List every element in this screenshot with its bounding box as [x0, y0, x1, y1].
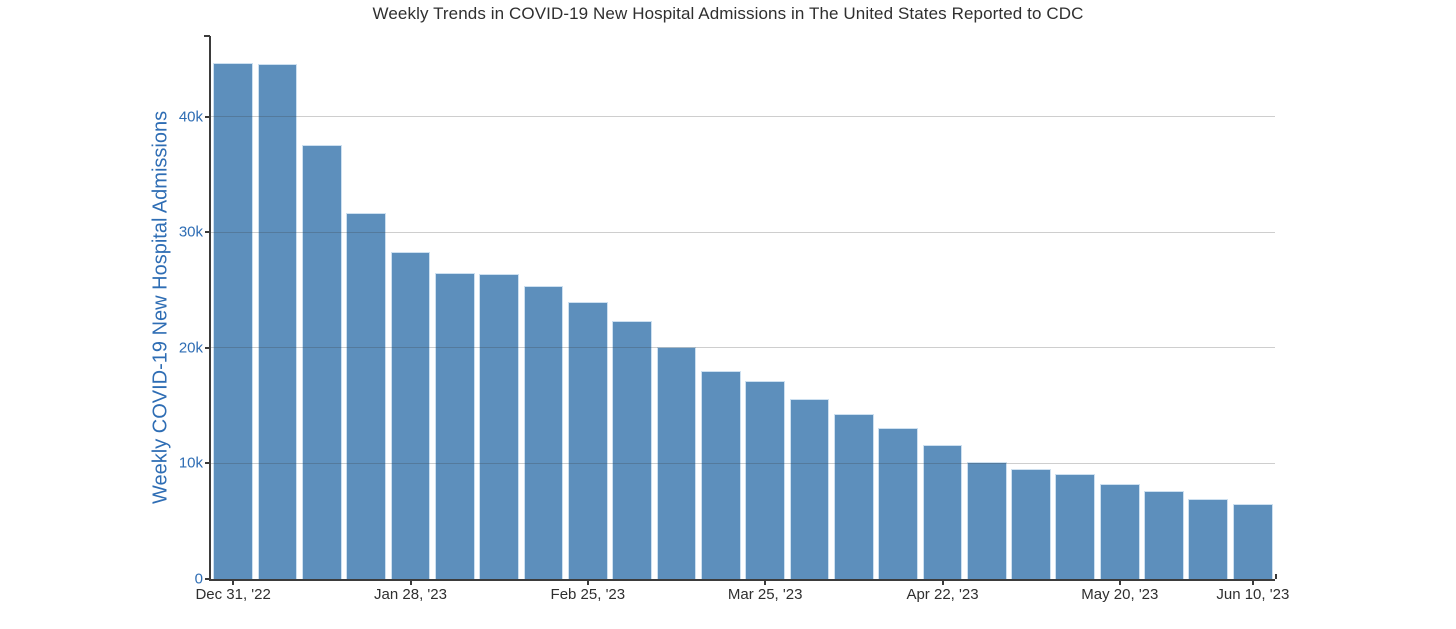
bar-cell	[1009, 36, 1053, 579]
bar-cell	[344, 36, 388, 579]
bar-Apr 8, '23[interactable]	[833, 413, 874, 579]
bar-cell	[699, 36, 743, 579]
bar-Mar 4, '23[interactable]	[612, 321, 653, 579]
x-tick-label: Feb 25, '23	[550, 586, 626, 603]
y-tick-mark	[205, 231, 210, 234]
bar-cell	[255, 36, 299, 579]
bar-Apr 15, '23[interactable]	[878, 427, 918, 579]
bar-Feb 18, '23[interactable]	[523, 285, 564, 579]
x-tick-label: Dec 31, '22	[195, 586, 271, 603]
x-tick-mark	[1251, 581, 1254, 585]
bar-Apr 1, '23[interactable]	[789, 398, 830, 579]
x-tick-label: Mar 25, '23	[727, 586, 803, 603]
x-tick-label: Jun 10, '23	[1216, 586, 1290, 603]
x-tick-mark	[232, 581, 235, 585]
bar-cell	[1186, 36, 1230, 579]
bar-Jun 3, '23[interactable]	[1188, 499, 1229, 579]
y-tick-mark	[205, 346, 210, 349]
x-tick-label: Jan 28, '23	[374, 586, 447, 603]
bar-Apr 22, '23[interactable]	[922, 444, 963, 579]
bar-cell	[1231, 36, 1275, 579]
bar-Jun 10, '23[interactable]	[1232, 503, 1273, 579]
y-tick-label: 30k	[178, 223, 203, 241]
bar-cell	[965, 36, 1009, 579]
bar-cell	[1142, 36, 1186, 579]
bar-cell	[566, 36, 610, 579]
y-tick-mark	[205, 578, 210, 580]
y-tick-mark	[205, 462, 210, 465]
bar-May 13, '23[interactable]	[1055, 473, 1096, 579]
x-tick-mark	[1118, 581, 1121, 585]
bar-cell	[477, 36, 521, 579]
bar-cell	[876, 36, 920, 579]
bar-cell	[743, 36, 787, 579]
bar-May 6, '23[interactable]	[1011, 469, 1051, 579]
bar-Dec 31, '22[interactable]	[213, 62, 254, 579]
bar-May 27, '23[interactable]	[1144, 491, 1184, 579]
y-tick-label: 20k	[178, 339, 203, 357]
bar-Jan 21, '23[interactable]	[346, 212, 387, 579]
bar-cell	[433, 36, 477, 579]
bar-May 20, '23[interactable]	[1099, 484, 1140, 579]
bar-cell	[300, 36, 344, 579]
bar-Jan 14, '23[interactable]	[301, 144, 342, 579]
bar-series	[211, 36, 1275, 579]
bar-Feb 4, '23[interactable]	[434, 272, 475, 579]
bar-cell	[521, 36, 565, 579]
y-tick-mark	[205, 115, 210, 118]
y-tick-label: 0	[194, 570, 203, 588]
bar-Feb 25, '23[interactable]	[567, 301, 608, 579]
x-tick-mark	[586, 581, 589, 585]
y-tick-label: 10k	[178, 454, 203, 472]
bar-Jan 7, '23[interactable]	[257, 63, 298, 579]
y-axis-end-cap	[204, 35, 210, 37]
x-tick-mark	[409, 581, 412, 585]
bar-cell	[920, 36, 964, 579]
bar-cell	[1053, 36, 1097, 579]
x-axis-end-cap	[1275, 574, 1277, 579]
x-tick-mark	[764, 581, 767, 585]
bar-Jan 28, '23[interactable]	[390, 252, 431, 579]
bar-Mar 18, '23[interactable]	[700, 371, 741, 579]
bar-Mar 25, '23[interactable]	[745, 381, 786, 579]
y-tick-label: 40k	[178, 108, 203, 126]
y-axis-title: Weekly COVID-19 New Hospital Admissions	[149, 110, 172, 505]
bar-cell	[388, 36, 432, 579]
bar-cell	[787, 36, 831, 579]
bar-cell	[1098, 36, 1142, 579]
bar-cell	[832, 36, 876, 579]
bar-Feb 11, '23[interactable]	[479, 274, 520, 579]
bar-cell	[211, 36, 255, 579]
bar-Apr 29, '23[interactable]	[966, 462, 1007, 579]
x-tick-mark	[941, 581, 944, 585]
chart-title: Weekly Trends in COVID-19 New Hospital A…	[372, 4, 1084, 23]
bar-Mar 11, '23[interactable]	[656, 346, 697, 579]
plot-area: 0 10k 20k 30k 40k Dec 31, '22 Jan 28, '23 Feb 2…	[179, 35, 1289, 603]
x-tick-label: Apr 22, '23	[906, 586, 979, 603]
bar-cell	[610, 36, 654, 579]
x-tick-label: May 20, '23	[1081, 586, 1159, 603]
bar-cell	[654, 36, 698, 579]
